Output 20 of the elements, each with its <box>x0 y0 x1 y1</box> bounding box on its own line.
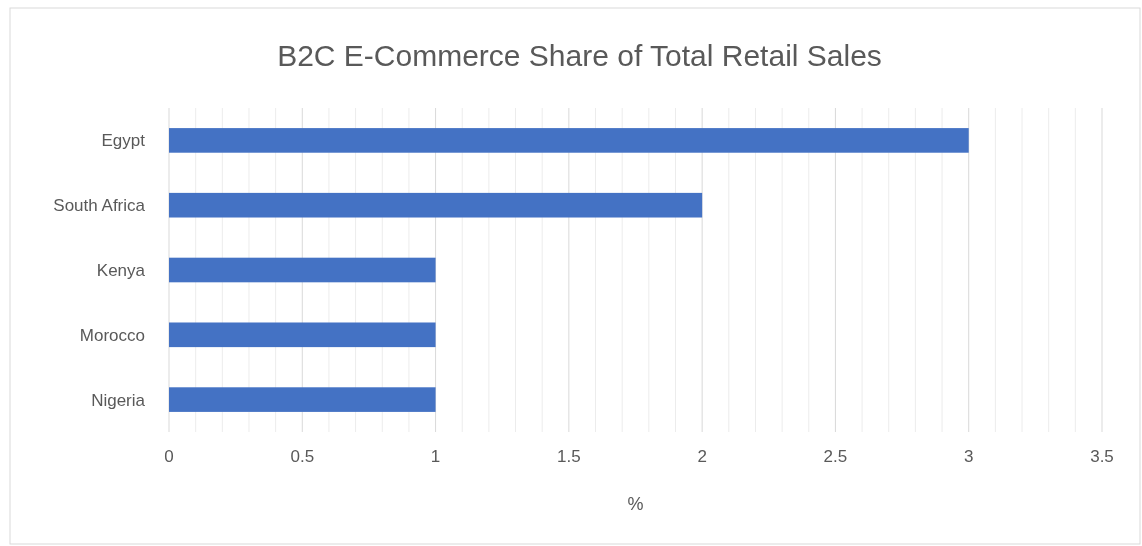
x-tick-label: 1 <box>430 447 441 466</box>
y-tick-label: South Africa <box>53 196 146 216</box>
bar <box>169 257 436 283</box>
x-tick-label: 0 <box>164 447 174 466</box>
x-tick-label: 3 <box>963 447 974 466</box>
bar <box>169 128 969 153</box>
x-tick-label: 1.5 <box>557 447 581 466</box>
y-tick-label: Egypt <box>101 131 146 151</box>
x-tick-label: 0.5 <box>290 447 315 466</box>
x-tick-label: 3.5 <box>1090 447 1114 466</box>
bar <box>169 387 436 412</box>
y-tick-label: Kenya <box>96 260 146 280</box>
y-tick-label: Nigeria <box>91 390 146 410</box>
x-axis-title: % <box>627 494 644 514</box>
bar <box>169 192 703 218</box>
x-tick-label: 2.5 <box>823 447 848 466</box>
x-tick-label: 2 <box>697 447 707 466</box>
y-tick-label: Morocco <box>79 325 145 345</box>
bar <box>169 322 436 348</box>
chart-title: B2C E-Commerce Share of Total Retail Sales <box>277 39 882 72</box>
